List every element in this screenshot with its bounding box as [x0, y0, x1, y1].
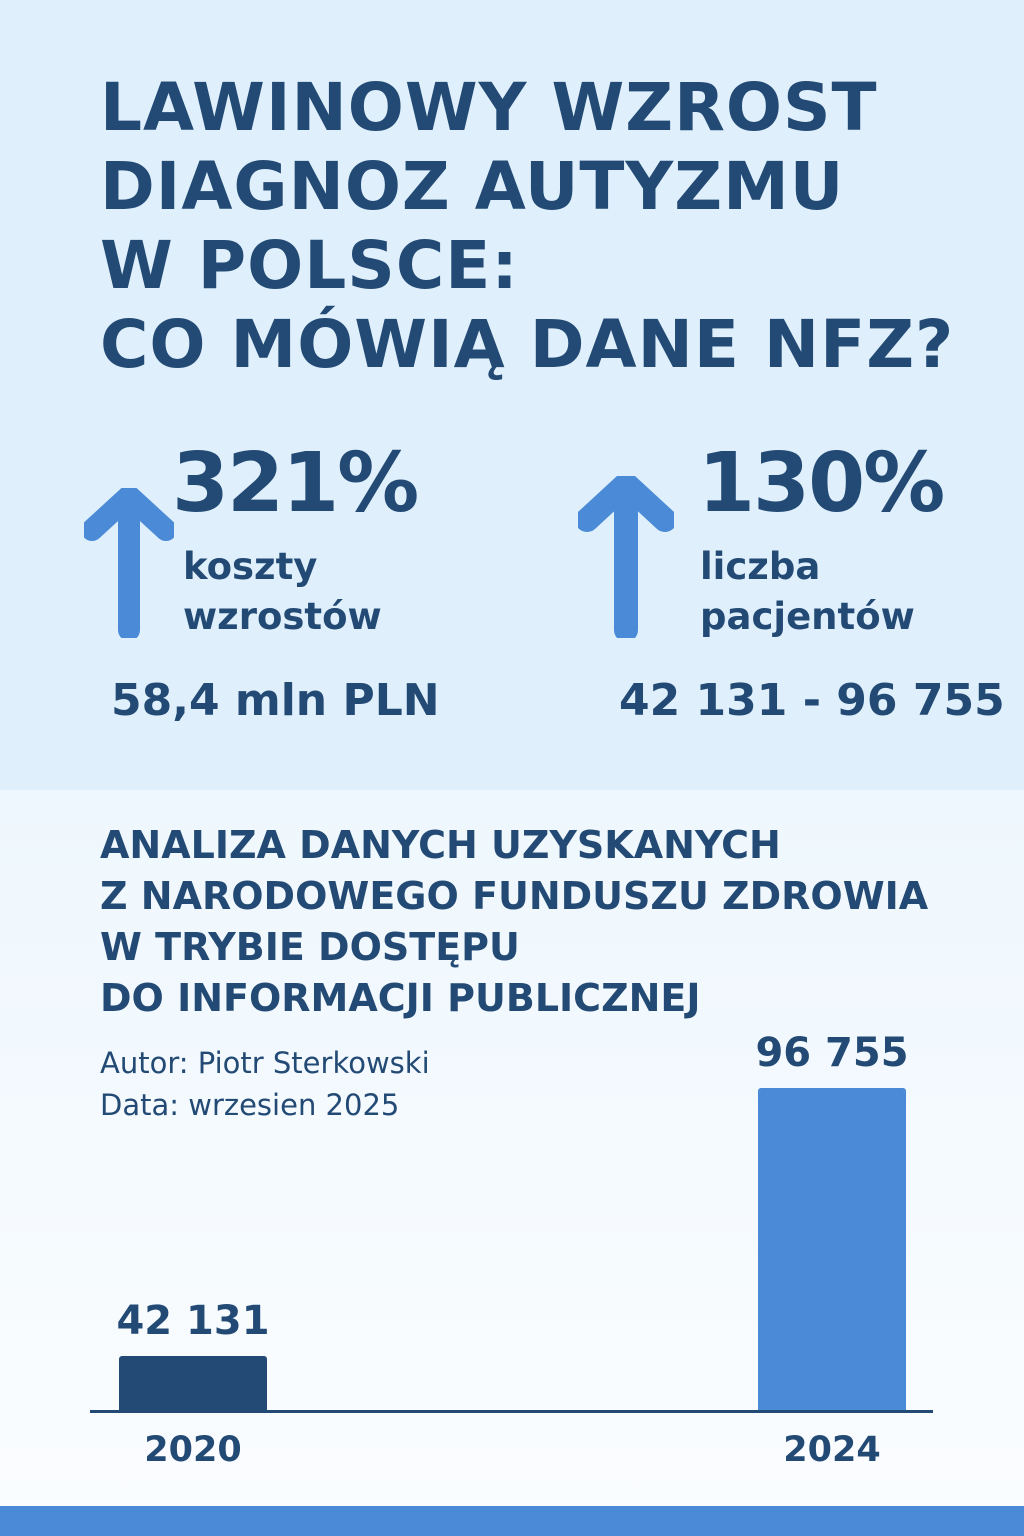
patients-label: liczba pacjentów — [700, 545, 915, 638]
cost-percent: 321% — [172, 436, 419, 531]
arrow-up-icon — [84, 488, 174, 638]
meta: Autor: Piotr Sterkowski Data: wrzesien 2… — [100, 1042, 430, 1126]
subtitle: ANALIZA DANYCH UZYSKANYCH Z NARODOWEGO FU… — [100, 823, 929, 1020]
title-line: W POLSCE: — [100, 227, 519, 304]
title-line: DIAGNOZ AUTYZMU — [100, 148, 845, 225]
patients-percent: 130% — [698, 436, 945, 531]
title-line: LAWINOWY WZROST — [100, 69, 878, 146]
bar-2024 — [758, 1088, 906, 1411]
title-line: CO MÓWIĄ DANE NFZ? — [100, 306, 955, 383]
arrow-up-icon — [578, 476, 674, 638]
cost-label: koszty wzrostów — [183, 545, 382, 638]
main-title: LAWINOWY WZROST DIAGNOZ AUTYZMU W POLSCE… — [100, 68, 954, 384]
bar-value-label: 96 755 — [755, 1030, 909, 1076]
cost-value: 58,4 mln PLN — [111, 675, 440, 726]
bar-value-label: 42 131 — [116, 1298, 270, 1345]
x-axis-line — [90, 1410, 933, 1413]
date: Data: wrzesien 2025 — [100, 1088, 400, 1122]
header-section — [0, 0, 1024, 790]
x-tick-label: 2024 — [783, 1430, 881, 1470]
x-tick-label: 2020 — [144, 1430, 242, 1470]
bar-2020 — [119, 1356, 267, 1411]
author: Autor: Piotr Sterkowski — [100, 1046, 430, 1080]
footer-bar — [0, 1506, 1024, 1536]
patients-value: 42 131 - 96 755 — [619, 675, 1005, 726]
